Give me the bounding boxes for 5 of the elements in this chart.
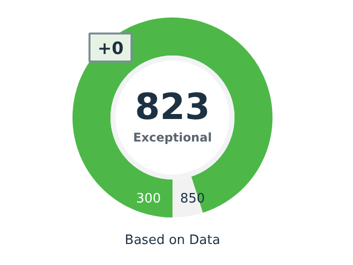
text: Based on Data [124,233,220,248]
text: 823 [134,87,210,128]
text: 300 [136,192,161,206]
text: Exceptional [133,130,212,144]
text: +0 [97,39,124,59]
